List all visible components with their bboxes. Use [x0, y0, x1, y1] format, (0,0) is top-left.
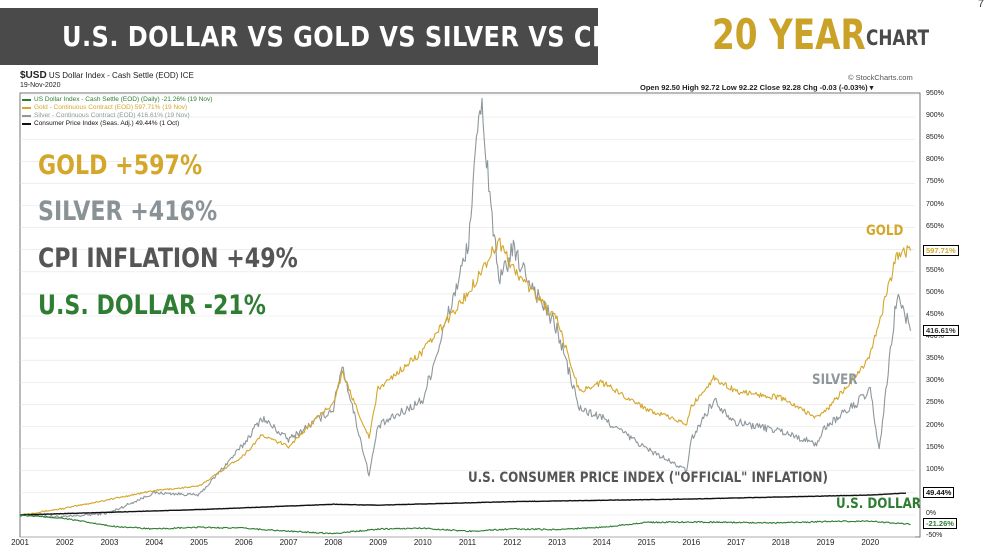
y-tick-label: 800%	[926, 156, 944, 164]
summary-usd: U.S. DOLLAR -21%	[38, 290, 266, 321]
y-tick-label: 100%	[926, 465, 944, 473]
y-tick-label: 300%	[926, 377, 944, 385]
x-tick-label: 2008	[324, 538, 343, 547]
y-tick-label: 750%	[926, 178, 944, 186]
symbol-desc: US Dollar Index - Cash Settle (EOD) ICE	[48, 71, 194, 80]
legend-swatch	[22, 107, 31, 109]
x-tick-label: 2014	[592, 538, 611, 547]
legend-swatch	[22, 123, 31, 125]
x-tick-label: 2009	[369, 538, 387, 547]
x-tick-label: 2010	[413, 538, 432, 547]
legend-item: US Dollar Index - Cash Settle (EOD) (Dai…	[22, 96, 212, 104]
last-value-gold: 597.71%	[923, 244, 959, 256]
x-tick-label: 2001	[11, 538, 29, 547]
title-banner: U.S. DOLLAR VS GOLD VS SILVER VS CPI	[0, 8, 619, 65]
y-tick-label: 650%	[926, 222, 944, 230]
summary-silver: SILVER +416%	[38, 196, 218, 227]
chart-date: 19-Nov-2020	[20, 82, 61, 89]
legend-label: US Dollar Index - Cash Settle (EOD) (Dai…	[34, 96, 213, 103]
summary-gold: GOLD +597%	[38, 150, 203, 181]
series-line-cpi	[19, 492, 907, 516]
annotation-gold: GOLD	[866, 223, 904, 239]
series-line-gold	[19, 237, 912, 517]
last-value-usd: -21.26%	[923, 518, 957, 530]
y-tick-label: 150%	[926, 443, 944, 451]
annotation-cpi: U.S. CONSUMER PRICE INDEX ("OFFICIAL" IN…	[468, 470, 828, 486]
x-tick-label: 2018	[771, 538, 790, 547]
x-tick-label: 2017	[727, 538, 745, 547]
annotation-usd: U.S. DOLLAR	[836, 496, 921, 512]
x-tick-label: 2013	[548, 538, 566, 547]
symbol: $USD	[20, 70, 47, 81]
annotation-silver: SILVER	[812, 372, 858, 388]
legend-label: Silver - Continuous Contract (EOD) 416.6…	[34, 112, 190, 119]
y-tick-label: 450%	[926, 311, 944, 318]
legend-item: Silver - Continuous Contract (EOD) 416.6…	[22, 112, 212, 120]
x-tick-label: 2012	[503, 538, 522, 547]
legend-label: Consumer Price Index (Seas. Adj.) 49.44%…	[34, 120, 180, 127]
x-tick-label: 2004	[145, 538, 164, 547]
x-tick-label: 2006	[234, 538, 253, 547]
series-line-silver	[19, 97, 912, 519]
period-big: 20 YEAR	[712, 10, 866, 59]
credit: © StockCharts.com	[848, 73, 913, 82]
y-tick-label: 400%	[926, 333, 944, 341]
x-tick-label: 2016	[682, 538, 701, 547]
symbol-line: $USD US Dollar Index - Cash Settle (EOD)…	[20, 70, 194, 81]
x-tick-label: 2019	[816, 538, 835, 547]
last-value-cpi: 49.44%	[923, 487, 955, 499]
quote-line: Open 92.50 High 92.72 Low 92.22 Close 92…	[640, 83, 874, 92]
plot-frame	[19, 92, 921, 538]
x-tick-label: 2020	[861, 538, 880, 547]
series-line-usd	[19, 514, 911, 535]
legend-label: Gold - Continuous Contract (EOD) 597.71%…	[34, 104, 188, 111]
legend-swatch	[22, 115, 31, 117]
y-tick-label: 500%	[926, 288, 944, 296]
legend-swatch	[22, 99, 31, 101]
y-tick-label: 700%	[926, 200, 944, 208]
x-tick-label: 2003	[100, 538, 119, 547]
banner-title: U.S. DOLLAR VS GOLD VS SILVER VS CPI	[62, 20, 620, 53]
legend-item: Consumer Price Index (Seas. Adj.) 49.44%…	[22, 120, 212, 128]
legend-item: Gold - Continuous Contract (EOD) 597.71%…	[22, 104, 212, 112]
x-tick-label: 2002	[55, 538, 74, 547]
y-tick-label: 900%	[926, 112, 944, 120]
x-tick-label: 2007	[279, 538, 298, 547]
y-tick-label: 950%	[926, 90, 944, 97]
y-tick-label: 550%	[926, 266, 944, 274]
x-tick-label: 2015	[637, 538, 656, 547]
y-tick-label: 200%	[926, 421, 944, 429]
period-word: CHART	[866, 26, 930, 50]
summary-cpi: CPI INFLATION +49%	[38, 243, 298, 274]
corner-mark: 7	[977, 0, 984, 10]
legend: US Dollar Index - Cash Settle (EOD) (Dai…	[22, 96, 212, 128]
y-tick-label: 350%	[926, 355, 944, 363]
y-tick-label: 850%	[926, 134, 944, 142]
y-tick-label: -50%	[926, 532, 943, 539]
x-tick-label: 2011	[458, 538, 477, 547]
last-value-silver: 416.61%	[923, 324, 959, 336]
y-tick-label: 0%	[926, 509, 937, 517]
x-tick-label: 2005	[190, 538, 208, 547]
y-tick-label: 250%	[926, 399, 944, 407]
